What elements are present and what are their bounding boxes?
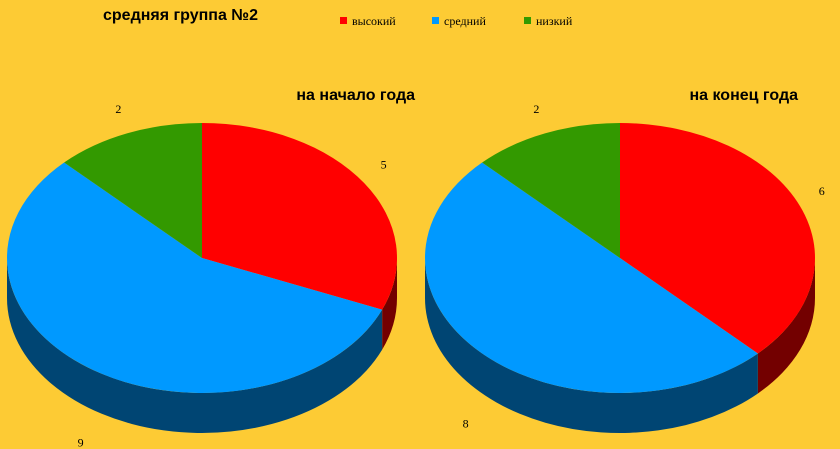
data-label: 2 [115,102,121,116]
legend-label: высокий [352,14,396,28]
pie-slice [6,162,383,394]
data-label: 5 [381,158,387,172]
pie-slice [425,162,758,393]
pie-title: на начало года [296,87,415,104]
pie-slice [482,123,620,258]
pie-side [7,258,383,433]
pie-side [382,258,397,350]
data-label: 8 [463,417,469,431]
legend-swatch [432,17,439,24]
pie-title: на конец года [690,87,799,104]
legend-swatch [340,17,347,24]
pie-slice [202,123,397,310]
pie-slice [64,123,203,258]
pie-side [757,258,815,394]
data-label: 9 [78,435,84,449]
pie-side [425,258,758,433]
legend-label: низкий [536,14,573,28]
data-label: 6 [819,184,825,198]
legend-swatch [524,17,531,24]
legend-label: средний [444,14,486,28]
data-label: 2 [533,102,539,116]
pie-slice [620,123,815,354]
chart-title: средняя группа №2 [103,7,258,24]
